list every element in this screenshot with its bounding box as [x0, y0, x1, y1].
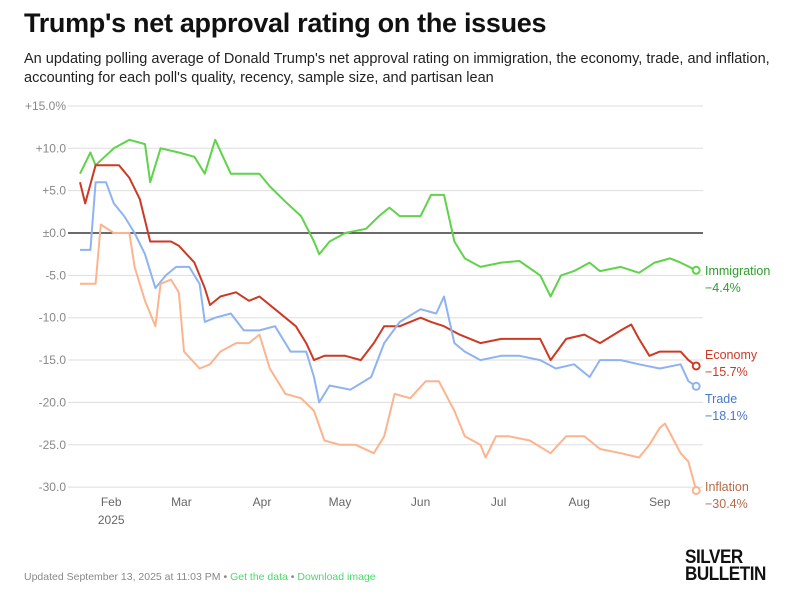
logo-line1: SILVER: [685, 547, 743, 568]
series-value: −4.4%: [705, 281, 741, 295]
x-tick-label: Jul: [491, 495, 506, 509]
logo-line2: BULLETIN: [685, 564, 766, 585]
series-label: Inflation: [705, 480, 749, 494]
separator: •: [223, 571, 228, 583]
y-tick-label: -20.0: [39, 395, 67, 409]
series-line-immigration: [79, 138, 697, 298]
y-tick-label: +10.0: [36, 141, 67, 155]
x-tick-label: Jun: [411, 495, 430, 509]
chart-title: Trump's net approval rating on the issue…: [24, 8, 547, 38]
x-tick-label: Mar: [171, 495, 192, 509]
series-value: −18.1%: [705, 409, 748, 423]
x-tick-label: Aug: [569, 495, 590, 509]
x-tick-label: Feb: [101, 495, 122, 509]
series-end-marker: [691, 485, 701, 495]
x-tick-label: Apr: [253, 495, 272, 509]
updated-timestamp: Updated September 13, 2025 at 11:03 PM: [24, 571, 221, 583]
get-data-link[interactable]: Get the data: [230, 571, 288, 583]
y-tick-label: +15.0%: [25, 99, 66, 113]
series-end-marker: [691, 361, 701, 371]
line-chart: +15.0% +10.0 +5.0 ±0.0 -5.0 -10.0 -15.0 -20.0 -2…: [25, 99, 770, 527]
series-value: −15.7%: [705, 365, 748, 379]
x-tick-label: May: [329, 495, 352, 509]
download-image-link[interactable]: Download image: [297, 571, 376, 583]
chart-subtitle: An updating polling average of Donald Tr…: [24, 51, 770, 86]
y-tick-label: -15.0: [39, 353, 67, 367]
series-end-marker: [691, 381, 701, 391]
y-tick-label: +5.0: [42, 184, 66, 198]
series-value: −30.4%: [705, 497, 748, 511]
y-tick-label: -10.0: [39, 311, 67, 325]
y-tick-label: ±0.0: [43, 226, 67, 240]
y-tick-label: -5.0: [45, 268, 66, 282]
x-tick-year: 2025: [98, 513, 125, 527]
series-label: Economy: [705, 348, 758, 362]
series-line-trade: [80, 181, 697, 404]
y-tick-label: -30.0: [39, 480, 67, 494]
silver-bulletin-logo: SILVER BULLETIN: [685, 547, 766, 585]
footer: Updated September 13, 2025 at 11:03 PM •…: [24, 571, 376, 583]
series-label: Trade: [705, 392, 737, 406]
y-tick-label: -25.0: [39, 438, 67, 452]
x-tick-label: Sep: [649, 495, 671, 509]
series-end-marker: [691, 265, 701, 275]
series-line-economy: [79, 164, 697, 367]
series-line-inflation: [80, 223, 698, 491]
series-label: Immigration: [705, 264, 770, 278]
separator: •: [290, 571, 295, 583]
